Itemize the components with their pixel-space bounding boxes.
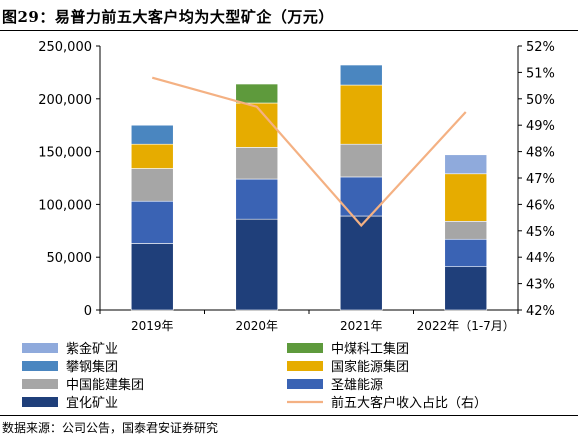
right-axis-tick-label: 42% (526, 304, 555, 319)
left-axis-tick-label: 250,000 (38, 40, 92, 55)
legend-label: 国家能源集团 (331, 359, 409, 375)
legend-label: 圣雄能源 (331, 378, 383, 393)
bar-segment (130, 143, 174, 169)
right-axis-tick-label: 51% (526, 66, 555, 81)
x-axis-tick-label: 2019年 (131, 319, 174, 333)
bar-segment (339, 215, 383, 311)
x-axis-tick-label: 2021年 (340, 319, 383, 333)
right-axis-tick-label: 47% (526, 172, 555, 187)
left-axis-tick-label: 50,000 (47, 251, 93, 266)
legend-swatch (22, 361, 58, 371)
legend-swatch (287, 361, 323, 371)
bar-segment (339, 84, 383, 145)
bar-segment (235, 218, 279, 311)
x-axis-tick-label: 2020年 (235, 319, 278, 333)
bar-segment (130, 243, 174, 311)
left-axis-tick-label: 100,000 (38, 198, 92, 213)
bar-segment (235, 178, 279, 220)
right-axis-tick-label: 46% (526, 198, 555, 213)
right-axis-tick-label: 49% (526, 119, 555, 134)
legend-label: 中煤科工集团 (331, 341, 409, 357)
legend-label: 中国能建集团 (66, 377, 144, 393)
source-note: 数据来源：公司公告，国泰君安证券研究 (2, 421, 219, 435)
chart-title: 图29：易普力前五大客户均为大型矿企（万元） (2, 8, 334, 26)
legend-label: 宜化矿业 (66, 396, 118, 411)
bar-segment (444, 154, 488, 175)
left-axis-tick-label: 0 (84, 304, 92, 319)
right-axis-tick-label: 48% (526, 146, 555, 161)
bar-segment (235, 102, 279, 148)
bar-segment (130, 124, 174, 145)
bar-segment (235, 147, 279, 180)
bar-segment (444, 173, 488, 222)
bar-segment (339, 143, 383, 178)
right-axis-tick-label: 44% (526, 251, 555, 266)
left-axis-tick-label: 200,000 (38, 93, 92, 108)
legend-swatch (22, 343, 58, 353)
legend-swatch (287, 379, 323, 389)
left-axis-tick-label: 150,000 (38, 146, 92, 161)
legend-label: 紫金矿业 (66, 341, 118, 357)
bar-segment (444, 220, 488, 240)
x-axis-tick-label: 2022年（1-7月） (417, 319, 515, 333)
legend-swatch (22, 397, 58, 407)
bar-segment (444, 266, 488, 311)
source-divider (0, 415, 578, 416)
legend-label: 前五大客户收入占比（右） (331, 395, 487, 411)
legend-label: 攀钢集团 (66, 359, 118, 375)
right-axis-tick-label: 50% (526, 93, 555, 108)
right-axis-tick-label: 43% (526, 278, 555, 293)
bar-segment (339, 64, 383, 86)
bar-segment (130, 168, 174, 202)
figure-header: 图29：易普力前五大客户均为大型矿企（万元） (0, 0, 578, 32)
legend-swatch (287, 343, 323, 353)
title-divider (0, 30, 578, 31)
legend-swatch (22, 379, 58, 389)
chart: 0 50,000 100,000 150,000 200,000 250,000 42% 43… (22, 40, 555, 411)
bar-segment (130, 200, 174, 244)
bar-segment (444, 238, 488, 268)
right-axis-tick-label: 52% (526, 40, 555, 55)
right-axis-tick-label: 45% (526, 225, 555, 240)
plot-area: 0 50,000 100,000 150,000 200,000 250,000 42% 43… (38, 40, 555, 333)
bar-segment (235, 83, 279, 104)
share-line (151, 76, 467, 228)
